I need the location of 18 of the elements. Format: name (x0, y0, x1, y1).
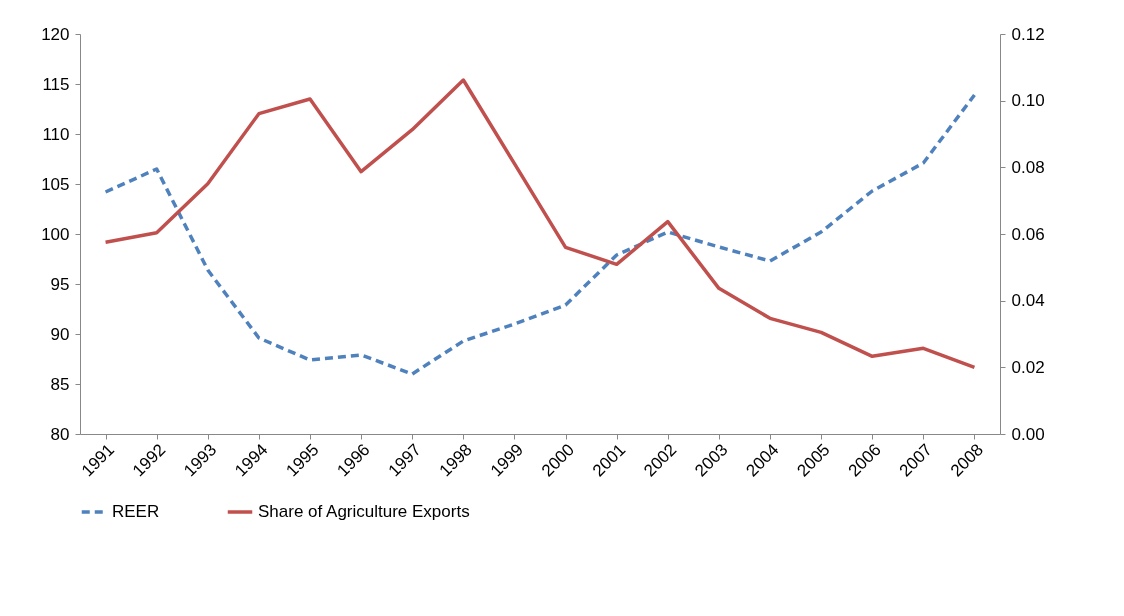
y2-tick-label: 0.08 (1011, 157, 1045, 177)
legend-label: Share of Agriculture Exports (258, 502, 470, 521)
legend-label: REER (112, 502, 160, 521)
y-tick-label: 110 (42, 124, 70, 144)
y-tick-label: 80 (50, 424, 70, 444)
y2-tick-label: 0.04 (1011, 291, 1045, 311)
y-tick-label: 115 (42, 74, 70, 94)
y-tick-label: 100 (41, 224, 70, 244)
y2-tick-label: 0.00 (1011, 424, 1045, 444)
y2-tick-label: 0.02 (1011, 357, 1045, 377)
y-tick-label: 120 (41, 24, 70, 44)
y-tick-label: 95 (50, 274, 70, 294)
y2-tick-label: 0.12 (1011, 24, 1045, 44)
y2-tick-label: 0.06 (1011, 224, 1045, 244)
y-tick-label: 105 (41, 174, 70, 194)
y-tick-label: 90 (50, 324, 70, 344)
y2-tick-label: 0.10 (1011, 91, 1045, 111)
y-tick-label: 85 (50, 374, 70, 394)
